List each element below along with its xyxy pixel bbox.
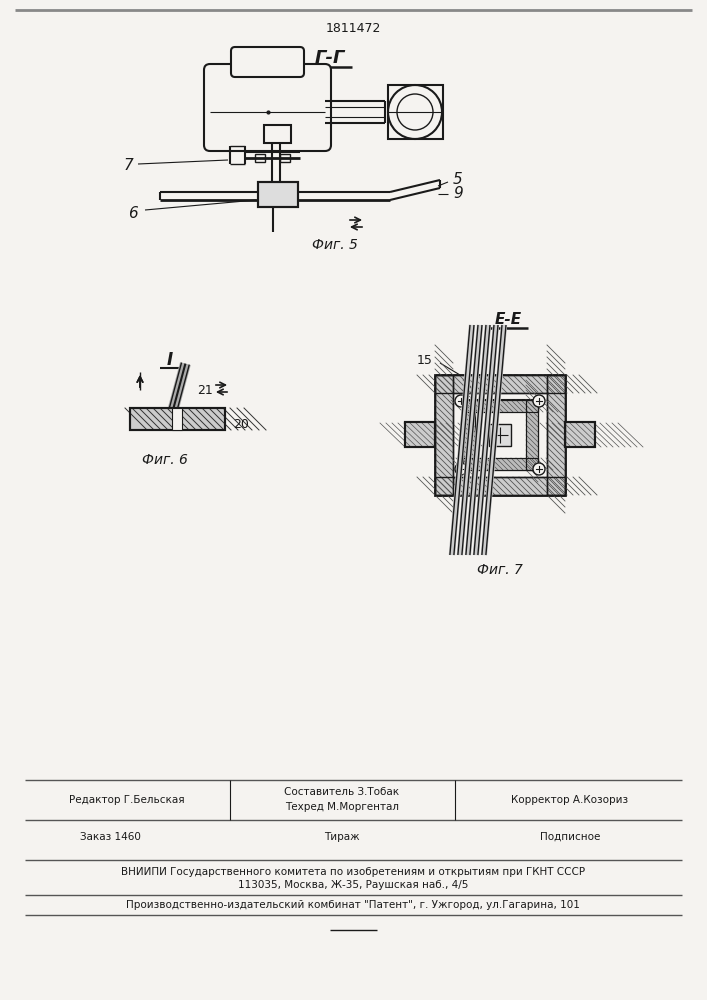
Text: Тираж: Тираж xyxy=(325,832,360,842)
Bar xyxy=(280,154,290,162)
Bar xyxy=(463,400,475,470)
Bar xyxy=(435,375,453,495)
Text: ВНИИПИ Государственного комитета по изобретениям и открытиям при ГКНТ СССР: ВНИИПИ Государственного комитета по изоб… xyxy=(121,867,585,877)
Bar xyxy=(526,400,538,470)
Text: 1811472: 1811472 xyxy=(325,21,380,34)
Bar xyxy=(130,408,225,430)
Text: Составитель З.Тобак: Составитель З.Тобак xyxy=(284,787,399,797)
Text: Е-Е: Е-Е xyxy=(494,312,522,328)
Bar xyxy=(463,458,538,470)
Text: 20: 20 xyxy=(233,418,249,432)
Bar xyxy=(405,422,435,447)
FancyBboxPatch shape xyxy=(231,47,304,77)
Bar xyxy=(565,422,595,447)
Text: 6: 6 xyxy=(128,206,138,221)
Text: 21: 21 xyxy=(197,383,213,396)
Text: Заказ 1460: Заказ 1460 xyxy=(80,832,141,842)
Text: Фиг. 5: Фиг. 5 xyxy=(312,238,358,252)
Bar xyxy=(547,375,565,495)
FancyBboxPatch shape xyxy=(204,64,331,151)
Text: I: I xyxy=(167,351,173,369)
Bar xyxy=(463,400,538,412)
Text: 5: 5 xyxy=(453,172,463,188)
Text: 15: 15 xyxy=(417,354,433,366)
Bar xyxy=(547,375,565,495)
Circle shape xyxy=(533,463,545,475)
Text: Г-Г: Г-Г xyxy=(315,49,345,67)
Bar xyxy=(258,182,298,207)
Text: Подписное: Подписное xyxy=(540,832,600,842)
Bar xyxy=(435,477,565,495)
Text: 113035, Москва, Ж-35, Раушская наб., 4/5: 113035, Москва, Ж-35, Раушская наб., 4/5 xyxy=(238,880,468,890)
Text: Фиг. 7: Фиг. 7 xyxy=(477,563,523,577)
Text: Фиг. 6: Фиг. 6 xyxy=(142,453,188,467)
Text: Производственно-издательский комбинат "Патент", г. Ужгород, ул.Гагарина, 101: Производственно-издательский комбинат "П… xyxy=(126,900,580,910)
Bar xyxy=(405,422,435,447)
Circle shape xyxy=(533,395,545,407)
Bar xyxy=(463,458,538,470)
Bar xyxy=(435,375,565,495)
Bar xyxy=(172,408,182,430)
Bar xyxy=(463,400,475,470)
Text: 7: 7 xyxy=(123,158,133,174)
Text: 9: 9 xyxy=(453,186,463,202)
Circle shape xyxy=(455,395,467,407)
Circle shape xyxy=(455,463,467,475)
Bar xyxy=(435,375,565,393)
Bar xyxy=(264,125,291,143)
Text: Редактор Г.Бельская: Редактор Г.Бельская xyxy=(69,795,185,805)
Bar xyxy=(388,85,443,139)
Bar xyxy=(489,424,511,446)
Bar xyxy=(435,375,565,393)
Bar xyxy=(130,408,225,430)
Text: Техред М.Моргентал: Техред М.Моргентал xyxy=(285,802,399,812)
Bar xyxy=(258,182,298,207)
Bar xyxy=(435,477,565,495)
Bar xyxy=(463,400,538,412)
Bar xyxy=(255,154,265,162)
Bar xyxy=(526,400,538,470)
Bar xyxy=(435,375,453,495)
Text: Корректор А.Козориз: Корректор А.Козориз xyxy=(511,795,629,805)
Bar xyxy=(565,422,595,447)
Bar xyxy=(463,400,538,470)
